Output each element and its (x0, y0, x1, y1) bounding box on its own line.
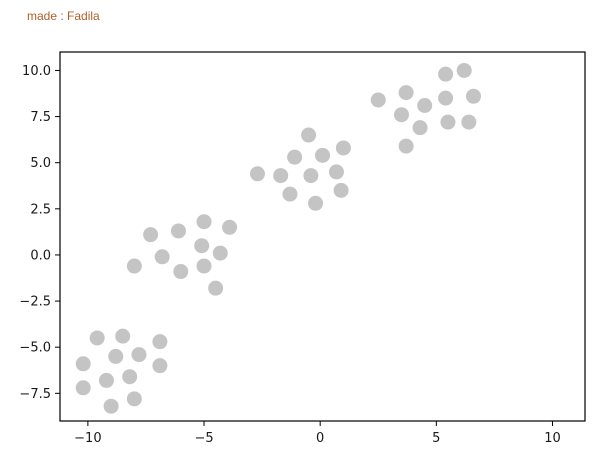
data-point-39 (417, 98, 433, 114)
data-point-20 (212, 245, 228, 261)
data-point-31 (328, 164, 344, 180)
data-point-34 (308, 195, 324, 211)
y-axis: −7.5 −5.0 −2.5 0.0 2.5 5.0 7.5 10.0 (19, 64, 60, 402)
data-point-2 (115, 328, 131, 344)
data-point-4 (75, 356, 91, 372)
data-point-6 (131, 347, 147, 363)
x-tick-label: −5 (194, 431, 213, 446)
y-tick-label: 7.5 (30, 110, 51, 125)
data-point-23 (208, 280, 224, 296)
data-point-7 (152, 358, 168, 374)
data-point-28 (249, 166, 265, 182)
data-point-46 (398, 138, 414, 154)
data-point-27 (335, 140, 351, 156)
data-point-38 (398, 85, 414, 101)
data-point-12 (126, 391, 142, 407)
data-point-40 (438, 90, 454, 106)
data-point-30 (303, 168, 319, 184)
y-tick-label: −7.5 (19, 387, 51, 402)
data-point-24 (301, 127, 317, 143)
data-point-5 (108, 348, 124, 364)
data-point-44 (461, 114, 477, 130)
data-point-43 (440, 114, 456, 130)
y-tick-label: −2.5 (19, 295, 51, 310)
x-axis: −10 −5 0 5 10 (74, 421, 561, 446)
data-point-19 (194, 238, 210, 254)
data-point-42 (393, 107, 409, 123)
data-point-16 (222, 219, 238, 235)
data-point-37 (370, 92, 386, 108)
data-point-25 (287, 149, 303, 165)
x-tick-label: 5 (432, 431, 440, 446)
data-point-29 (273, 168, 289, 184)
data-point-13 (143, 227, 159, 243)
data-point-41 (465, 88, 481, 104)
y-tick-label: −5.0 (19, 341, 51, 356)
data-point-26 (315, 147, 330, 163)
data-point-11 (103, 398, 119, 414)
data-point-18 (154, 249, 170, 265)
data-point-14 (170, 223, 186, 239)
data-point-45 (412, 120, 428, 136)
author-credit: made : Fadila (27, 9, 100, 23)
data-point-15 (196, 214, 212, 230)
data-point-22 (196, 258, 212, 274)
x-tick-label: 10 (544, 431, 561, 446)
y-tick-label: 0.0 (30, 248, 51, 263)
data-point-8 (75, 380, 91, 396)
data-point-33 (333, 182, 349, 198)
x-tick-label: 0 (316, 431, 324, 446)
y-tick-label: 2.5 (30, 202, 51, 217)
y-tick-label: 10.0 (22, 64, 51, 79)
data-point-10 (122, 369, 138, 385)
x-tick-label: −10 (74, 431, 101, 446)
data-point-17 (126, 258, 142, 274)
plot-frame (59, 51, 586, 422)
data-point-3 (152, 334, 168, 350)
data-point-9 (98, 372, 114, 388)
data-point-36 (456, 62, 472, 78)
data-point-35 (438, 66, 454, 82)
data-point-32 (282, 186, 298, 202)
data-point-21 (173, 264, 189, 280)
data-point-1 (89, 330, 105, 346)
y-tick-label: 5.0 (30, 156, 51, 171)
points-layer (75, 62, 481, 414)
